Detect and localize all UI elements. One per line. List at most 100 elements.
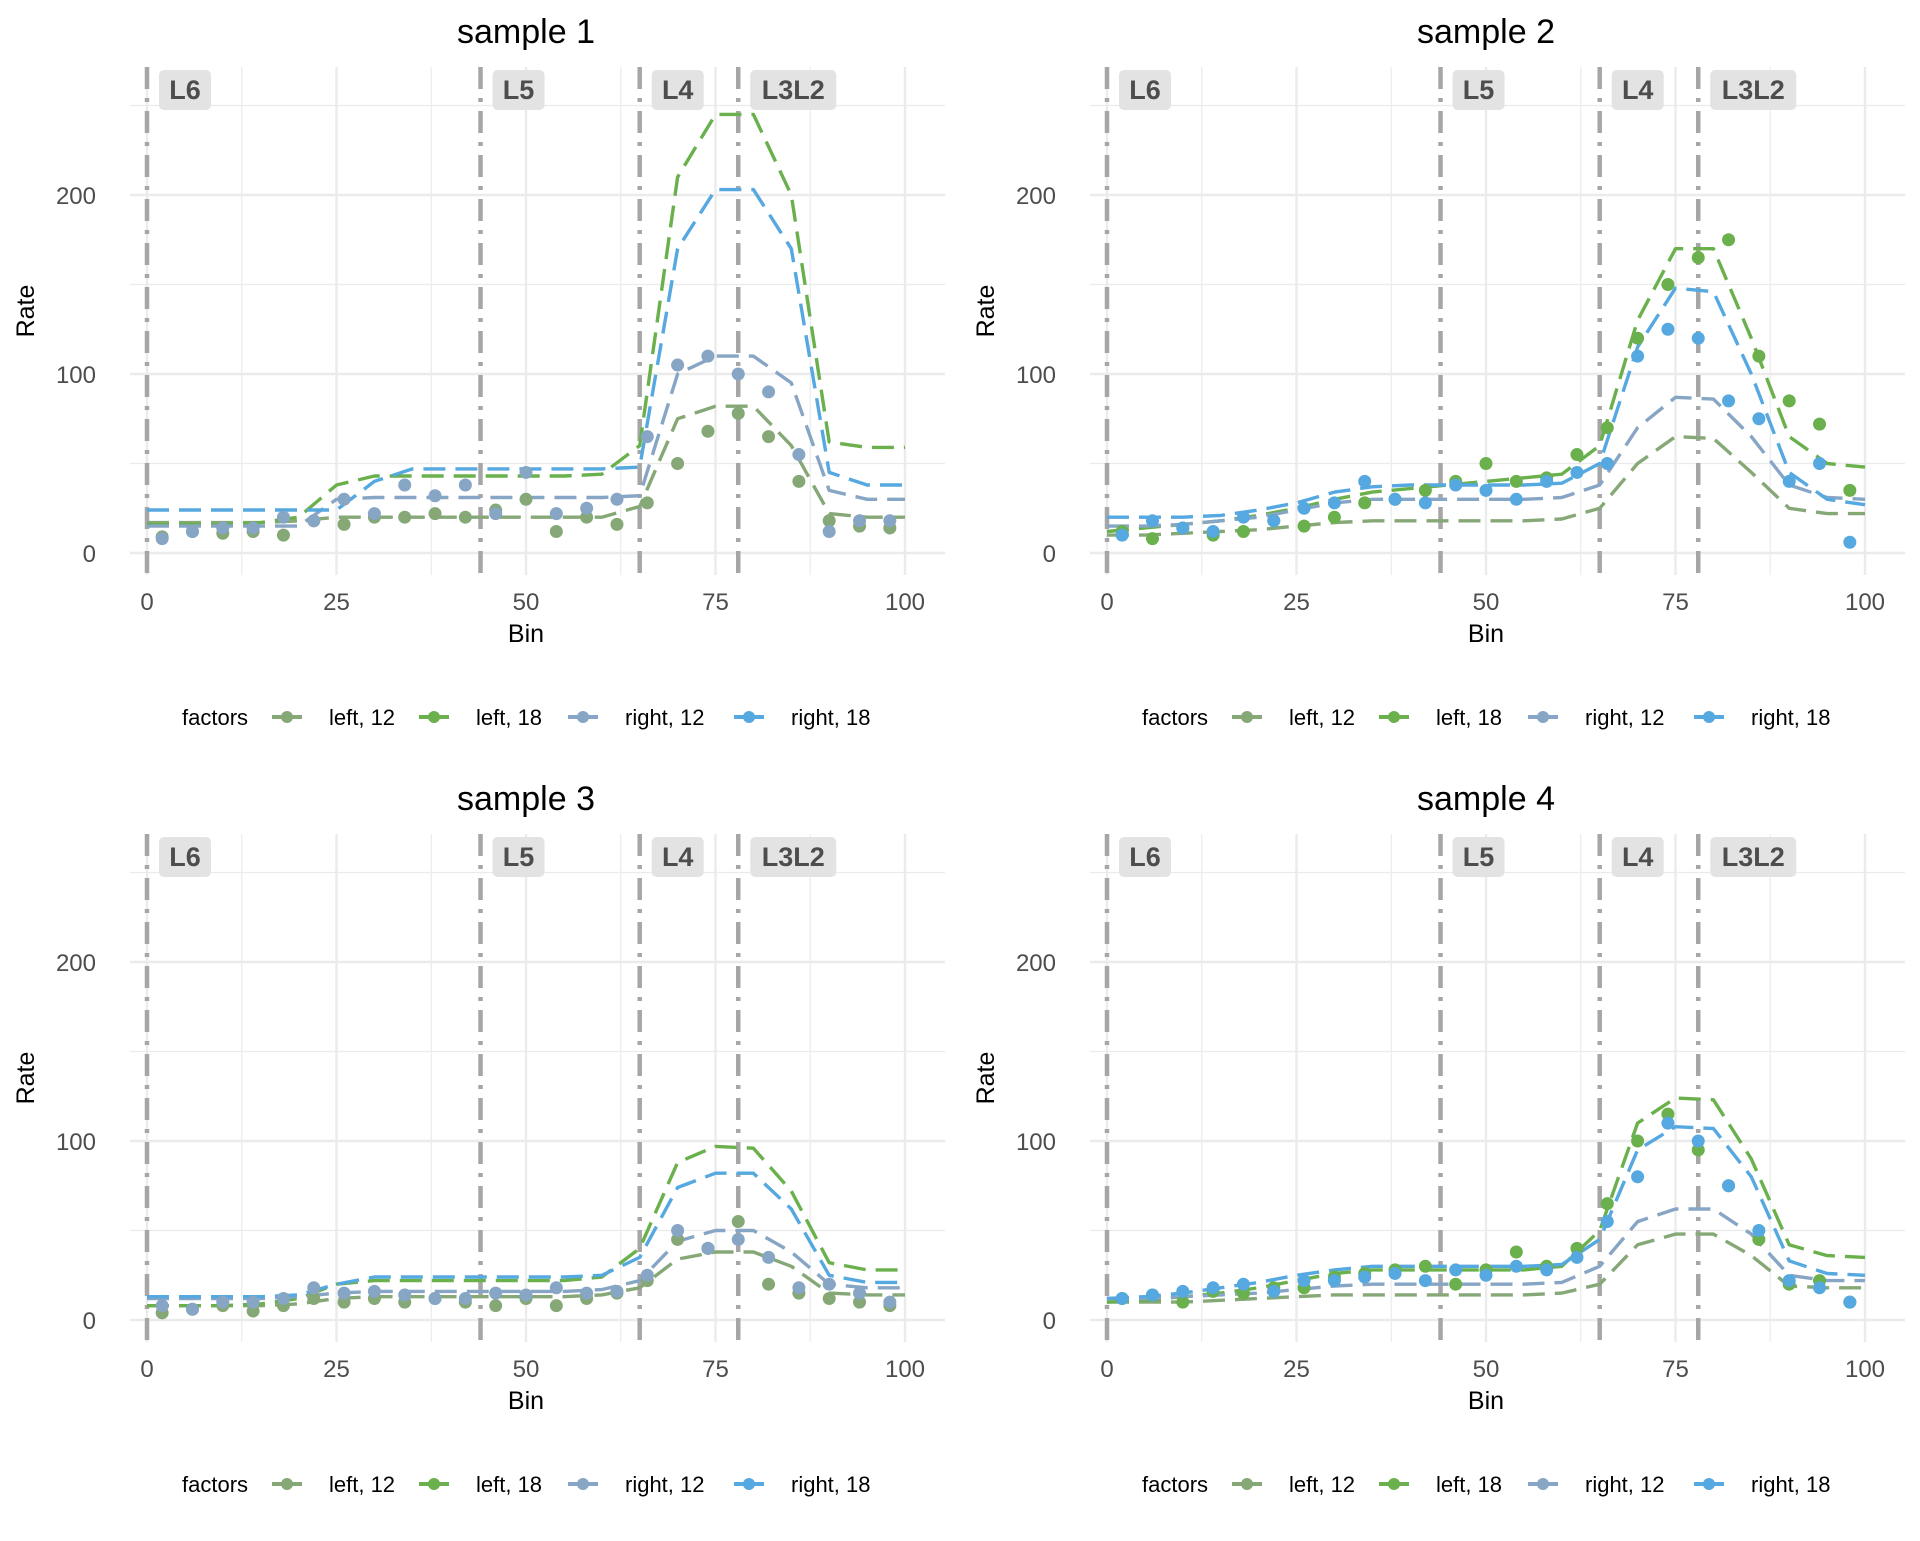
data-point-right-12	[307, 514, 321, 528]
data-point-left-12	[792, 474, 806, 488]
legend-entry: left, 18	[419, 705, 542, 730]
legend-entry: right, 18	[1694, 1472, 1831, 1497]
data-point-left-18	[1327, 510, 1341, 524]
data-point-right-12	[216, 521, 230, 535]
x-tick-label: 100	[885, 1356, 925, 1383]
data-point-right-12	[276, 1292, 290, 1306]
legend-entry: left, 12	[272, 705, 395, 730]
data-point-right-18	[1327, 496, 1341, 510]
data-point-right-18	[1661, 322, 1675, 336]
data-point-left-18	[1782, 394, 1796, 408]
x-axis-label: Bin	[508, 1387, 544, 1415]
legend-label: left, 12	[1289, 705, 1355, 730]
y-tick-label: 0	[1043, 1308, 1056, 1335]
data-point-right-18	[1479, 1268, 1493, 1282]
data-point-right-12	[822, 1277, 836, 1291]
legend-label: left, 18	[1436, 705, 1502, 730]
data-point-right-12	[762, 1250, 776, 1264]
layer-label: L4	[1622, 842, 1654, 872]
data-point-right-18	[1570, 465, 1584, 479]
data-point-left-18	[1600, 421, 1614, 435]
data-point-right-12	[610, 1284, 624, 1298]
layer-label: L6	[169, 842, 201, 872]
y-tick-label: 200	[1016, 183, 1056, 210]
x-axis-label: Bin	[1468, 620, 1504, 648]
legend-label: left, 12	[329, 1472, 395, 1497]
data-point-right-18	[1388, 492, 1402, 506]
data-point-right-12	[640, 430, 654, 444]
data-point-right-12	[367, 1284, 381, 1298]
data-point-right-18	[1813, 457, 1827, 470]
y-axis-label: Rate	[12, 285, 40, 338]
data-point-left-12	[549, 1299, 563, 1313]
y-tick-label: 0	[1043, 541, 1056, 568]
data-point-right-18	[1509, 492, 1523, 506]
data-point-left-18	[1570, 1241, 1584, 1255]
layer-label: L3L2	[762, 75, 825, 105]
data-point-right-12	[185, 1302, 199, 1316]
fit-curve-right-18	[1106, 1125, 1866, 1301]
fit-curve-right-18	[147, 1171, 905, 1299]
data-point-left-18	[1843, 483, 1857, 497]
y-tick-label: 100	[1016, 362, 1056, 389]
data-point-right-18	[1176, 1284, 1190, 1298]
data-point-left-18	[1661, 1107, 1675, 1121]
data-point-left-12	[337, 1295, 351, 1309]
data-point-right-12	[185, 525, 199, 539]
data-point-left-18	[1145, 532, 1159, 546]
legend-key-point	[1241, 1478, 1253, 1490]
legend-label: left, 18	[476, 705, 542, 730]
legend-entry: left, 12	[272, 1472, 395, 1497]
y-tick-label: 0	[83, 1308, 96, 1335]
panel-title: sample 1	[457, 13, 595, 51]
x-tick-label: 25	[323, 1356, 350, 1383]
layer-label-box	[651, 837, 704, 877]
legend-title: factors	[182, 1472, 248, 1497]
data-point-right-12	[519, 465, 533, 479]
layer-label-box	[1710, 837, 1797, 877]
data-point-right-12	[428, 1292, 442, 1306]
data-point-right-18	[1297, 1274, 1311, 1288]
data-point-left-18	[1358, 496, 1372, 510]
data-point-right-12	[580, 1286, 594, 1300]
legend-key-point	[1537, 1478, 1549, 1490]
layer-label-box	[1452, 70, 1505, 110]
data-point-right-18	[1600, 1215, 1614, 1229]
data-point-right-18	[1176, 521, 1190, 535]
x-tick-label: 25	[323, 589, 350, 616]
x-axis-label: Bin	[1468, 1387, 1504, 1415]
legend-entry: right, 12	[568, 1472, 705, 1497]
fit-curve-left-18	[147, 1144, 905, 1308]
x-tick-label: 50	[513, 1356, 540, 1383]
fit-curve-right-12	[147, 1228, 905, 1301]
fit-curve-left-12	[1107, 1232, 1865, 1304]
panel-1: sample 1 L6 L5 L4 L3L2 0 25 50 75 100 0 100 200 Bin Ra…	[12, 13, 945, 730]
data-point-right-12	[246, 1295, 260, 1309]
data-point-right-18	[1388, 1266, 1402, 1280]
data-point-right-18	[1631, 349, 1645, 363]
data-point-right-12	[549, 1281, 563, 1295]
data-point-right-18	[1449, 1263, 1463, 1277]
legend-key-point	[1703, 711, 1715, 723]
data-point-right-12	[155, 532, 169, 546]
panel-title: sample 4	[1417, 780, 1555, 818]
legend-label: left, 12	[329, 705, 395, 730]
legend-key-point	[743, 711, 755, 723]
x-tick-label: 75	[702, 589, 729, 616]
legend-entry: right, 12	[1528, 1472, 1665, 1497]
data-point-right-12	[519, 1288, 533, 1302]
data-point-right-18	[1540, 474, 1554, 488]
data-point-left-18	[1236, 1286, 1250, 1300]
legend-key-point	[1388, 711, 1400, 723]
data-point-right-12	[367, 507, 381, 521]
legend-entry: right, 18	[734, 705, 871, 730]
data-point-left-12	[519, 492, 533, 506]
data-point-left-12	[337, 517, 351, 531]
data-point-right-18	[1327, 1274, 1341, 1288]
data-point-left-18	[1509, 474, 1523, 488]
layer-label-box	[1611, 70, 1664, 110]
x-tick-label: 0	[140, 589, 153, 616]
legend-key-point	[281, 711, 293, 723]
x-tick-label: 25	[1283, 589, 1310, 616]
data-point-left-12	[428, 507, 442, 521]
